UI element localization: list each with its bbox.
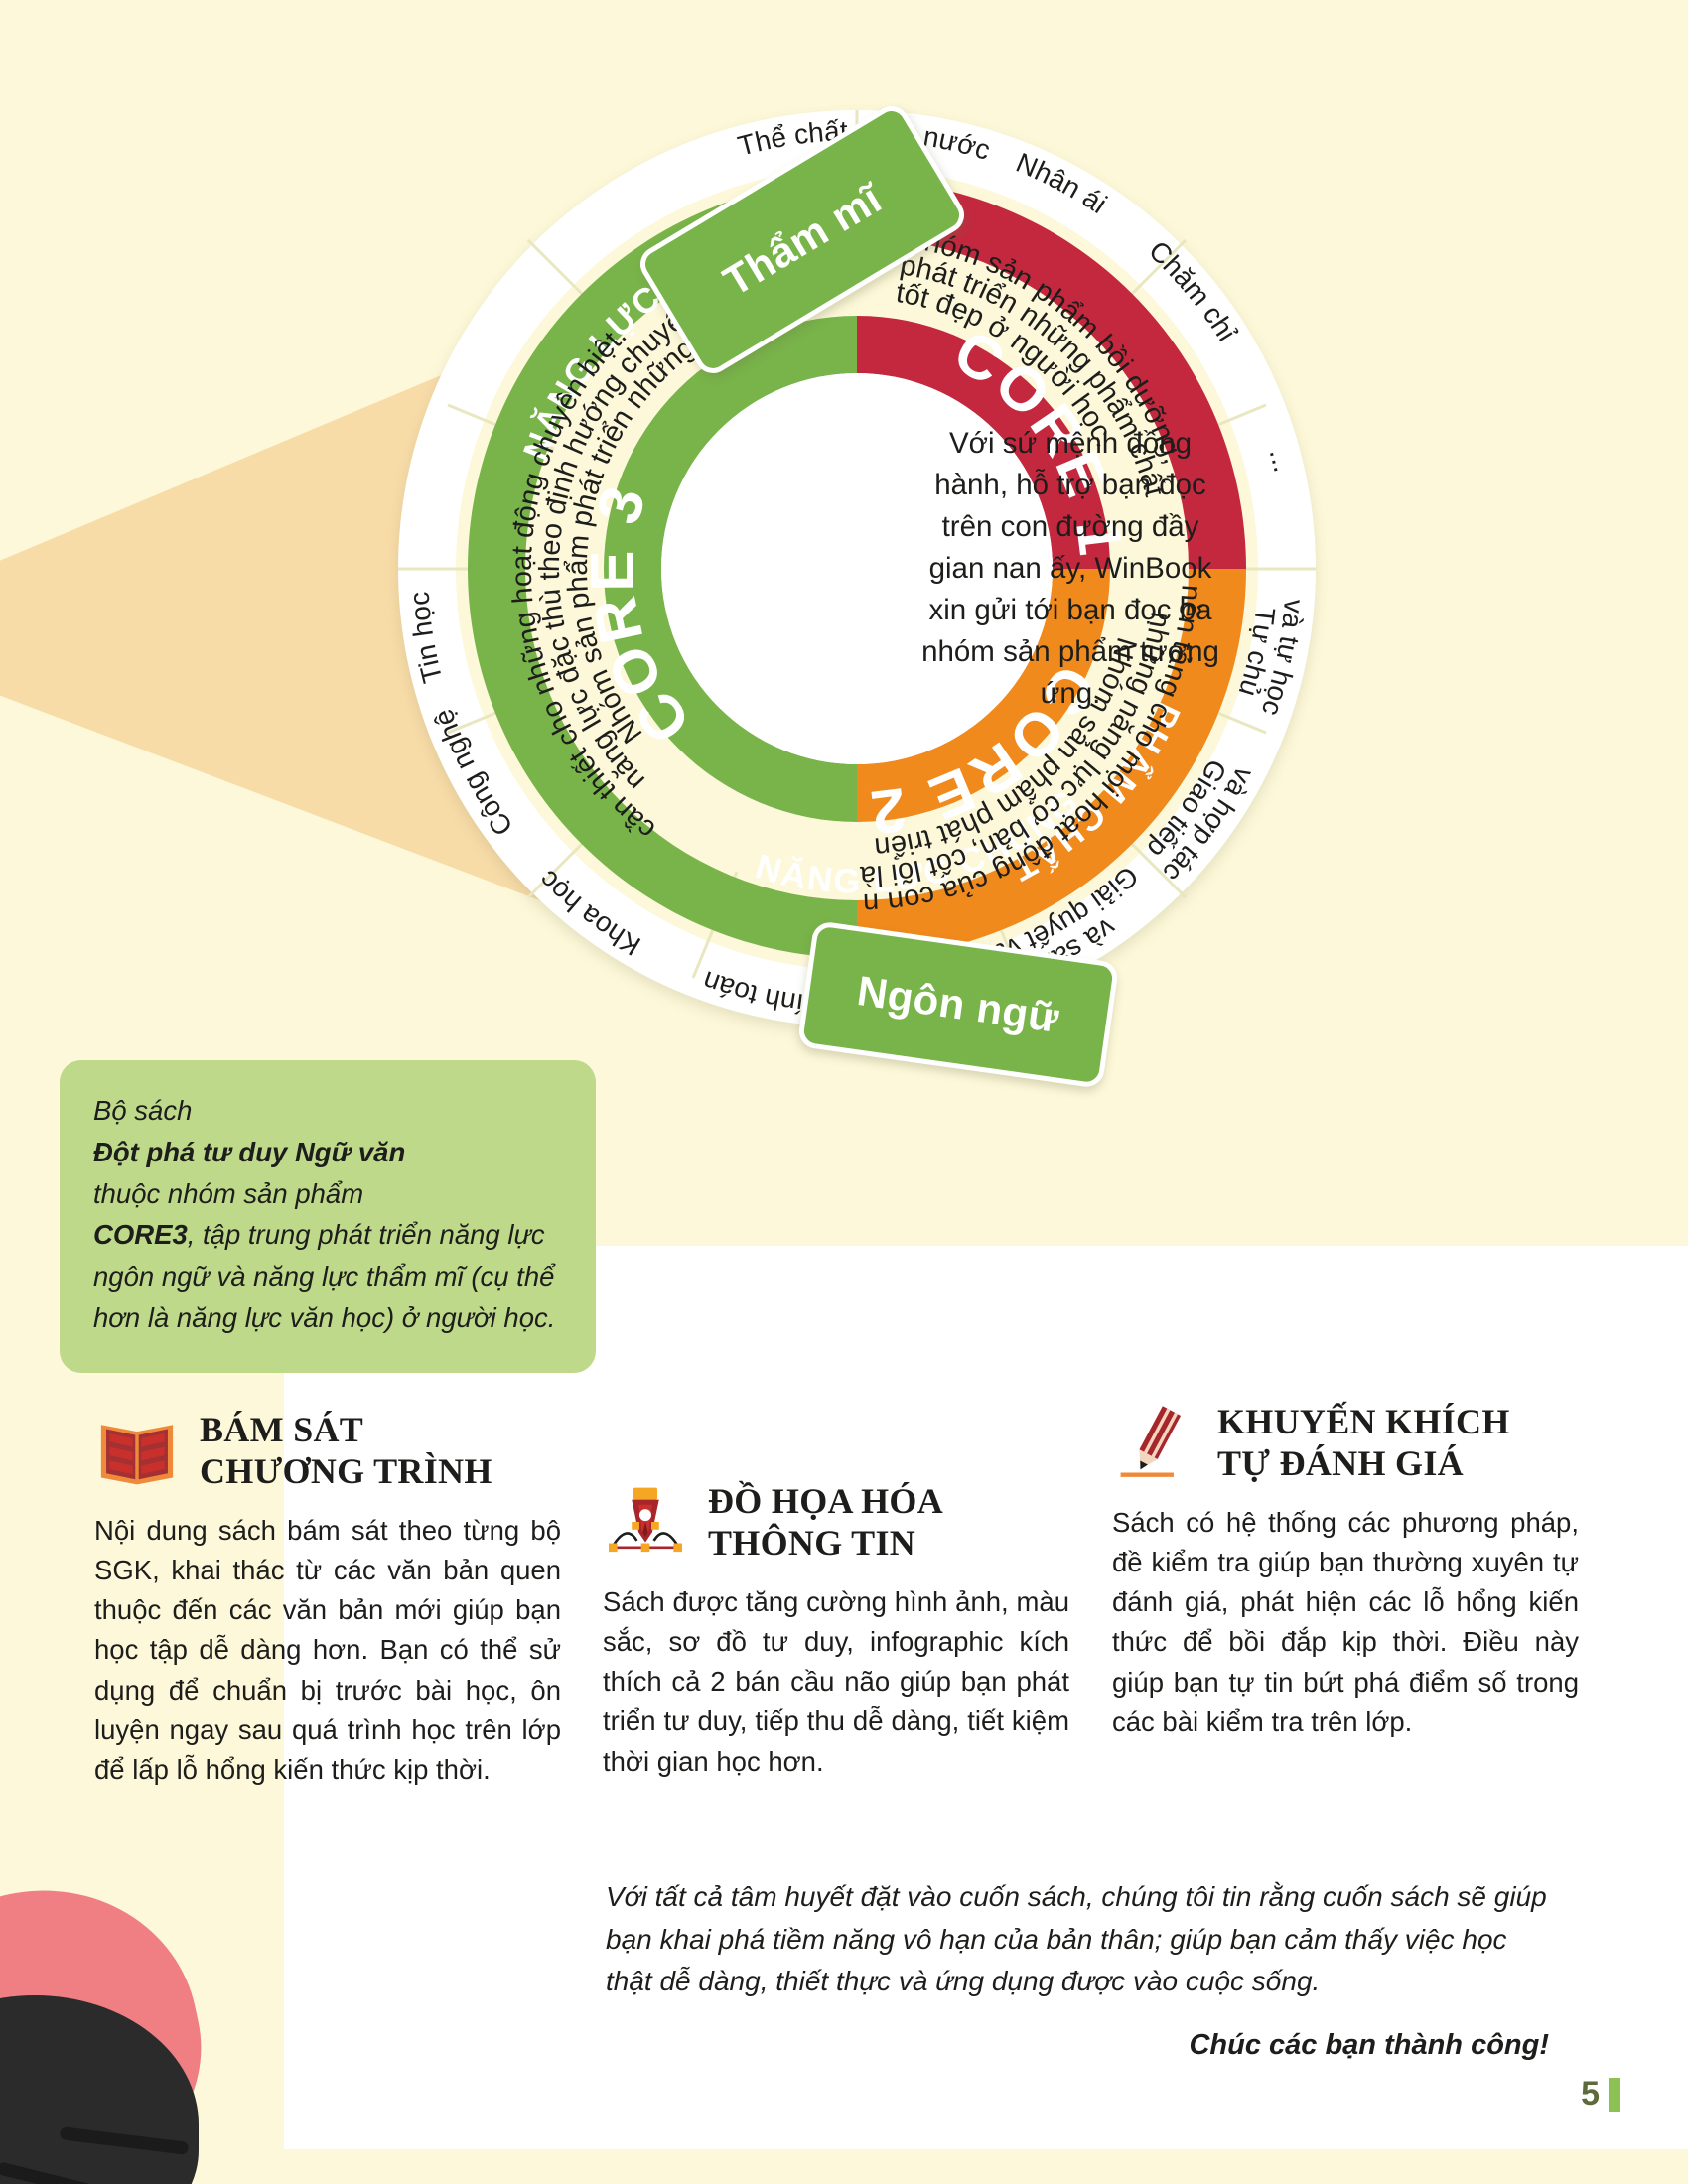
feature-header: KHUYẾN KHÍCH TỰ ĐÁNH GIÁ xyxy=(1112,1400,1579,1485)
feature-title-line1: ĐỒ HỌA HÓA xyxy=(708,1480,944,1521)
feature-do-hoa-hoa-thong-tin: ĐỒ HỌA HÓA THÔNG TIN Sách được tăng cườn… xyxy=(603,1479,1069,1782)
page-number-bar xyxy=(1609,2077,1620,2112)
feature-header: ĐỒ HỌA HÓA THÔNG TIN xyxy=(603,1479,1069,1565)
footer-note: Với tất cả tâm huyết đặt vào cuốn sách, … xyxy=(606,1876,1549,2067)
feature-title: BÁM SÁT CHƯƠNG TRÌNH xyxy=(200,1409,492,1493)
feature-bam-sat-chuong-trinh: BÁM SÁT CHƯƠNG TRÌNH Nội dung sách bám s… xyxy=(94,1408,561,1790)
feature-title: KHUYẾN KHÍCH TỰ ĐÁNH GIÁ xyxy=(1217,1401,1510,1485)
feature-title: ĐỒ HỌA HÓA THÔNG TIN xyxy=(708,1480,943,1565)
product-callout: Bộ sách Đột phá tư duy Ngữ văn thuộc nhó… xyxy=(60,1060,596,1373)
feature-body: Sách có hệ thống các phương pháp, đề kiể… xyxy=(1112,1507,1579,1737)
core-wheel-diagram: PHẨM CHẤT NĂNG LỰC CHUNG NĂNG LỰC ĐẶC TH… xyxy=(346,58,1368,1089)
feature-title-line2: THÔNG TIN xyxy=(708,1523,916,1563)
wheel-tab-ngon-ngu-label: Ngôn ngữ xyxy=(854,966,1062,1042)
feature-header: BÁM SÁT CHƯƠNG TRÌNH xyxy=(94,1408,561,1493)
callout-line1: Bộ sách xyxy=(93,1095,193,1126)
wheel-tab-tham-mi-label: Thẩm mĩ xyxy=(715,174,890,305)
page-number-value: 5 xyxy=(1581,2075,1600,2113)
pen-nib-icon xyxy=(603,1479,688,1565)
white-panel xyxy=(284,1246,1688,2149)
feature-title-line2: TỰ ĐÁNH GIÁ xyxy=(1217,1443,1464,1483)
callout-core-label: CORE3 xyxy=(93,1219,188,1251)
feature-title-line1: KHUYẾN KHÍCH xyxy=(1217,1401,1510,1441)
pencil-icon xyxy=(1112,1400,1197,1485)
page-number: 5 xyxy=(1581,2075,1620,2114)
feature-khuyen-khich-tu-danh-gia: KHUYẾN KHÍCH TỰ ĐÁNH GIÁ Sách có hệ thốn… xyxy=(1112,1400,1579,1742)
feature-body: Sách được tăng cường hình ảnh, màu sắc, … xyxy=(603,1586,1069,1777)
callout-book-title: Đột phá tư duy Ngữ văn xyxy=(93,1136,406,1167)
footer-paragraph: Với tất cả tâm huyết đặt vào cuốn sách, … xyxy=(606,1881,1547,1997)
open-book-icon xyxy=(94,1408,180,1493)
callout-line2: thuộc nhóm sản phẩm xyxy=(93,1177,364,1209)
feature-columns: BÁM SÁT CHƯƠNG TRÌNH Nội dung sách bám s… xyxy=(0,1390,1688,1946)
wheel-center-text: Với sứ mệnh đồng hành, hỗ trợ bạn đọc tr… xyxy=(921,427,1219,710)
feature-title-line1: BÁM SÁT xyxy=(200,1409,364,1449)
feature-body: Nội dung sách bám sát theo từng bộ SGK, … xyxy=(94,1515,561,1785)
callout-line3: , tập trung phát triển năng lực ngôn ngữ… xyxy=(93,1219,556,1333)
footer-wish: Chúc các bạn thành công! xyxy=(1189,2028,1549,2061)
feature-title-line2: CHƯƠNG TRÌNH xyxy=(200,1451,492,1491)
